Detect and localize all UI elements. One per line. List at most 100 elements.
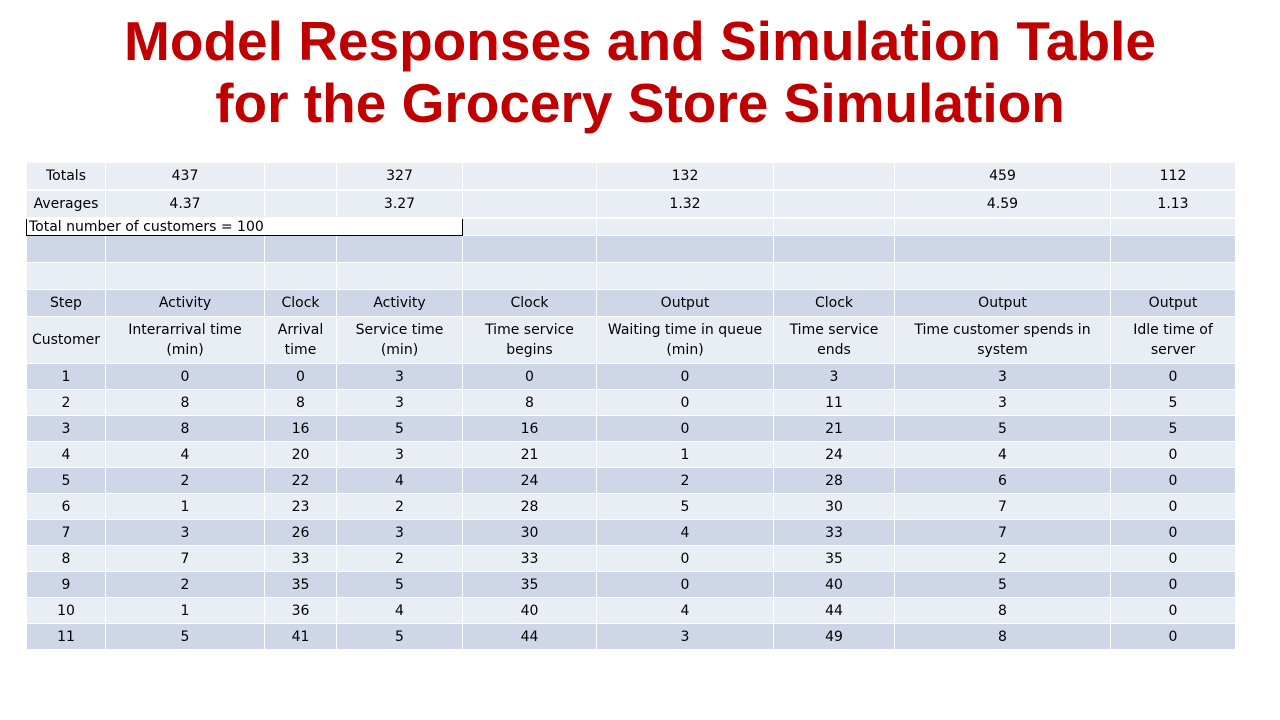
table-cell: 5 [105,623,265,650]
table-cell: 40 [462,597,597,624]
table-row: 3 8 16 5 16 0 21 5 5 [26,415,1236,442]
table-cell: 41 [264,623,337,650]
table-row: 9 2 35 5 35 0 40 5 0 [26,571,1236,598]
table-cell: 3 [105,519,265,546]
table-cell: 0 [105,363,265,390]
table-cell: 28 [462,493,597,520]
table-cell: 24 [773,441,895,468]
averages-row: Averages 4.37 3.27 1.32 4.59 1.13 [26,189,1236,219]
table-cell: 5 [1110,415,1236,442]
category-header-cell: Activity [336,289,463,317]
table-cell: 5 [336,571,463,598]
table-cell: 0 [1110,597,1236,624]
category-header-cell: Clock [462,289,597,317]
table-cell: 8 [264,389,337,416]
column-header-cell: Time service ends [773,316,895,364]
category-header-cell: Clock [264,289,337,317]
table-cell: 10 [26,597,106,624]
table-cell: 1 [596,441,774,468]
table-cell: 0 [1110,545,1236,572]
averages-cell: 1.13 [1110,189,1236,219]
blank-row [26,235,1236,263]
table-cell: 0 [596,545,774,572]
table-cell: 30 [462,519,597,546]
table-cell: 6 [26,493,106,520]
table-cell: 0 [1110,467,1236,494]
averages-cell [264,189,337,219]
table-cell: 44 [462,623,597,650]
table-cell: 33 [462,545,597,572]
table-cell: 2 [336,545,463,572]
totals-cell [264,162,337,191]
table-cell: 3 [336,519,463,546]
empty-cell [336,262,463,290]
empty-cell [462,262,597,290]
category-header-cell: Step [26,289,106,317]
table-cell: 5 [596,493,774,520]
table-cell: 7 [894,519,1111,546]
table-cell: 9 [26,571,106,598]
totals-cell: 437 [105,162,265,191]
empty-cell [105,262,265,290]
table-cell: 35 [462,571,597,598]
table-cell: 4 [894,441,1111,468]
table-cell: 1 [105,493,265,520]
table-row: 4 4 20 3 21 1 24 4 0 [26,441,1236,468]
customer-count-label: Total number of customers = 100 [26,217,463,236]
column-header-cell: Waiting time in queue (min) [596,316,774,364]
table-cell: 4 [336,597,463,624]
empty-cell [1110,262,1236,290]
empty-cell [264,235,337,263]
averages-cell: 1.32 [596,189,774,219]
table-cell: 28 [773,467,895,494]
header-row-columns: Customer Interarrival time (min) Arrival t… [26,316,1236,364]
totals-cell: Totals [26,162,106,191]
totals-cell: 327 [336,162,463,191]
table-cell: 0 [596,363,774,390]
table-cell: 8 [894,597,1111,624]
table-cell: 0 [462,363,597,390]
table-row: 11 5 41 5 44 3 49 8 0 [26,623,1236,650]
averages-cell [773,189,895,219]
table-cell: 16 [264,415,337,442]
empty-cell [773,262,895,290]
empty-cell [894,235,1111,263]
table-row: 6 1 23 2 28 5 30 7 0 [26,493,1236,520]
table-cell: 3 [336,389,463,416]
table-cell: 30 [773,493,895,520]
table-cell: 33 [264,545,337,572]
empty-cell [462,235,597,263]
table-cell: 0 [596,389,774,416]
averages-cell: Averages [26,189,106,219]
table-cell: 20 [264,441,337,468]
table-cell: 8 [26,545,106,572]
table-cell: 22 [264,467,337,494]
empty-cell [1110,217,1236,236]
table-cell: 0 [264,363,337,390]
averages-cell: 3.27 [336,189,463,219]
column-header-cell: Customer [26,316,106,364]
averages-cell: 4.59 [894,189,1111,219]
empty-cell [596,262,774,290]
table-row: 7 3 26 3 30 4 33 7 0 [26,519,1236,546]
table-cell: 0 [1110,623,1236,650]
empty-cell [894,262,1111,290]
table-cell: 4 [596,597,774,624]
table-cell: 3 [26,415,106,442]
totals-cell [462,162,597,191]
table-cell: 49 [773,623,895,650]
table-cell: 8 [105,415,265,442]
table-row: 10 1 36 4 40 4 44 8 0 [26,597,1236,624]
empty-cell [26,235,106,263]
empty-cell [105,235,265,263]
column-header-cell: Time customer spends in system [894,316,1111,364]
table-cell: 5 [1110,389,1236,416]
empty-cell [336,235,463,263]
table-cell: 0 [1110,519,1236,546]
table-cell: 0 [596,415,774,442]
empty-cell [596,217,774,236]
totals-row: Totals 437 327 132 459 112 [26,162,1236,191]
table-cell: 4 [105,441,265,468]
table-row: 2 8 8 3 8 0 11 3 5 [26,389,1236,416]
table-cell: 21 [462,441,597,468]
